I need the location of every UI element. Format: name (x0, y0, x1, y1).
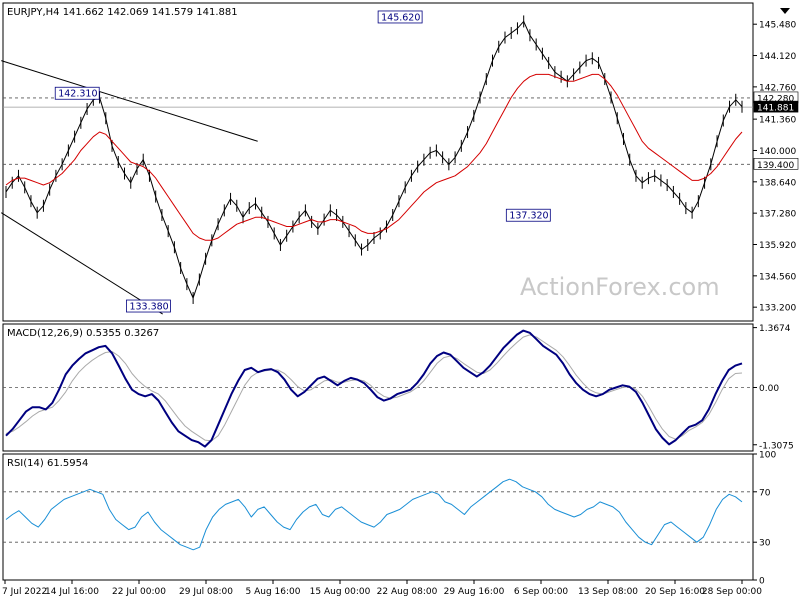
y-tick-label: 0.00 (759, 384, 779, 394)
y-tick-label: 141.360 (759, 116, 796, 126)
price-level-tag-label: 142.280 (757, 94, 794, 104)
rsi-panel: RSI(14) 61.5954 100 70 30 0 (2, 451, 776, 587)
watermark: ActionForex.com (520, 273, 720, 301)
x-tick-label: 7 Jul 2022 (2, 587, 47, 597)
y-tick-label: 138.640 (759, 178, 796, 188)
macd-panel: MACD(12,26,9) 0.5355 0.3267 1.3674 0.00 -1… (2, 323, 794, 452)
macd-signal-line (5, 334, 743, 442)
y-tick-label: 133.200 (759, 304, 796, 314)
y-tick-label: 30 (759, 539, 771, 549)
y-tick-label: 0 (759, 577, 765, 587)
y-tick-label: 100 (759, 451, 776, 461)
y-tick-label: 134.560 (759, 272, 796, 282)
x-tick-label: 5 Aug 16:00 (246, 587, 301, 597)
price-panel-frame (2, 2, 754, 322)
y-tick-label: 1.3674 (759, 324, 791, 334)
price-annotation-box (505, 208, 551, 222)
price-panel-title: EURJPY,H4 141.662 142.069 141.579 141.88… (7, 7, 238, 18)
price-annotation-box (54, 86, 100, 100)
x-tick-label: 29 Aug 16:00 (444, 587, 505, 597)
x-tick-label: 14 Jul 16:00 (45, 587, 99, 597)
y-tick-label: 137.280 (759, 210, 796, 220)
x-tick-label: 28 Sep 00:00 (702, 587, 762, 597)
y-tick-label: 144.120 (759, 52, 796, 62)
y-tick-label: 135.920 (759, 241, 796, 251)
y-tick-label: 140.000 (759, 147, 796, 157)
macd-line (5, 329, 743, 448)
price-level-tag-label: 141.881 (757, 104, 794, 114)
price-level-tag (753, 100, 799, 113)
x-tick-label: 6 Sep 00:00 (514, 587, 569, 597)
macd-panel-title: MACD(12,26,9) 0.5355 0.3267 (7, 328, 159, 339)
trendline (1, 60, 258, 142)
y-tick-label: 145.480 (759, 21, 796, 31)
y-tick-label: -1.3075 (759, 441, 794, 451)
price-annotation-label: 145.620 (381, 12, 420, 23)
price-annotation-label: 137.320 (509, 211, 548, 222)
price-close-line (5, 20, 743, 299)
rsi-panel-frame (2, 453, 754, 581)
price-annotation-box (377, 10, 423, 24)
price-annotation-label: 133.380 (129, 302, 168, 313)
price-panel: EURJPY,H4 141.662 142.069 141.579 141.88… (0, 2, 799, 322)
trendline (0, 212, 163, 315)
rsi-line (5, 478, 743, 551)
rsi-panel-title: RSI(14) 61.5954 (7, 458, 88, 469)
price-annotation-label: 142.310 (58, 89, 97, 100)
chart-dropdown-icon[interactable] (780, 8, 790, 14)
x-tick-label: 20 Sep 16:00 (645, 587, 705, 597)
price-annotation-box (126, 299, 171, 313)
x-tick-label: 22 Jul 00:00 (112, 587, 166, 597)
y-tick-label: 70 (759, 488, 771, 498)
x-tick-label: 15 Aug 00:00 (310, 587, 371, 597)
x-tick-label: 22 Aug 08:00 (377, 587, 438, 597)
moving-average-line (5, 73, 743, 241)
price-level-tag-label: 139.400 (757, 161, 794, 171)
x-tick-label: 29 Jul 08:00 (179, 587, 233, 597)
y-tick-label: 142.760 (759, 83, 796, 93)
price-level-tag (753, 158, 799, 170)
x-tick-label: 13 Sep 08:00 (578, 587, 638, 597)
